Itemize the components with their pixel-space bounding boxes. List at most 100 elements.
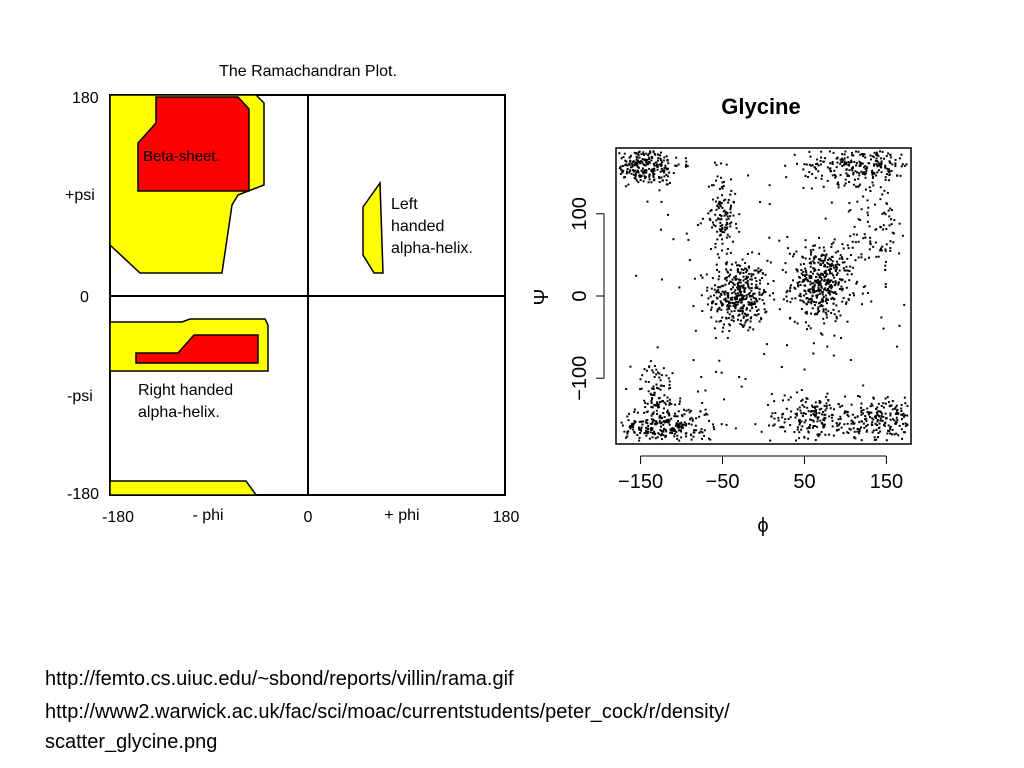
data-point [904, 424, 907, 427]
data-point [629, 365, 632, 368]
data-point [889, 156, 892, 159]
data-point [884, 178, 887, 181]
data-point [880, 171, 883, 174]
data-point [813, 304, 816, 307]
data-point [731, 278, 734, 281]
data-point [748, 287, 751, 290]
data-point [798, 421, 801, 424]
data-point [666, 400, 669, 403]
data-point [768, 203, 771, 206]
data-point [648, 437, 651, 440]
data-point [660, 430, 663, 433]
data-point [684, 432, 687, 435]
data-point [889, 418, 892, 421]
data-point [889, 249, 892, 252]
data-point [668, 380, 671, 383]
data-point [692, 305, 695, 308]
data-point [760, 276, 763, 279]
data-point [715, 164, 718, 167]
data-point [653, 419, 656, 422]
data-point [869, 240, 872, 243]
data-point [903, 431, 906, 434]
data-point [659, 164, 662, 167]
data-point [793, 431, 796, 434]
data-point [745, 313, 748, 316]
data-point [741, 323, 744, 326]
beta-core-region [137, 96, 250, 192]
data-point [823, 413, 826, 416]
data-point [846, 257, 849, 260]
data-point [885, 154, 888, 157]
data-point [727, 296, 730, 299]
data-point [755, 283, 758, 286]
data-point [641, 160, 644, 163]
data-point [623, 430, 626, 433]
data-point [805, 311, 808, 314]
glycine-ylabel: Ψ [531, 289, 553, 306]
data-point [722, 180, 725, 183]
data-point [734, 289, 737, 292]
data-point [835, 315, 838, 318]
data-point [825, 297, 828, 300]
data-point [858, 174, 861, 177]
data-point [889, 427, 892, 430]
data-point [636, 169, 639, 172]
data-point [750, 304, 753, 307]
data-point [725, 211, 728, 214]
data-point [820, 278, 823, 281]
data-point [674, 429, 677, 432]
data-point [628, 425, 631, 428]
data-point [626, 170, 629, 173]
data-point [830, 264, 833, 267]
data-point [651, 432, 654, 435]
data-point [824, 413, 827, 416]
data-point [679, 429, 682, 432]
data-point [806, 406, 809, 409]
data-point [646, 430, 649, 433]
data-point [805, 278, 808, 281]
data-point [843, 423, 846, 426]
data-point [857, 150, 860, 153]
data-point [749, 320, 752, 323]
data-point [629, 424, 632, 427]
data-point [645, 369, 648, 372]
data-point [846, 422, 849, 425]
data-point [816, 158, 819, 161]
data-point [639, 162, 642, 165]
data-point [737, 318, 740, 321]
data-point [653, 375, 656, 378]
data-point [741, 325, 744, 328]
data-point [658, 421, 661, 424]
data-point [815, 312, 818, 315]
data-point [810, 276, 813, 279]
data-point [663, 171, 666, 174]
data-point [675, 156, 678, 159]
data-point [657, 403, 660, 406]
data-point [882, 224, 885, 227]
data-point [621, 170, 624, 173]
data-point [884, 412, 887, 415]
data-point [838, 269, 841, 272]
data-point [648, 161, 651, 164]
data-point [840, 279, 843, 282]
data-point [810, 300, 813, 303]
data-point [715, 179, 718, 182]
data-point [699, 222, 702, 225]
data-point [644, 380, 647, 383]
data-point [784, 271, 787, 274]
data-point [887, 179, 890, 182]
data-point [635, 152, 638, 155]
data-point [852, 171, 855, 174]
data-point [816, 272, 819, 275]
data-point [807, 431, 810, 434]
data-point [626, 415, 629, 418]
data-point [646, 200, 649, 203]
data-point [809, 155, 812, 158]
data-point [660, 422, 663, 425]
data-point [849, 208, 852, 211]
data-point [747, 301, 750, 304]
data-point [745, 297, 748, 300]
data-point [641, 374, 644, 377]
data-point [656, 346, 659, 349]
data-point [801, 299, 804, 302]
